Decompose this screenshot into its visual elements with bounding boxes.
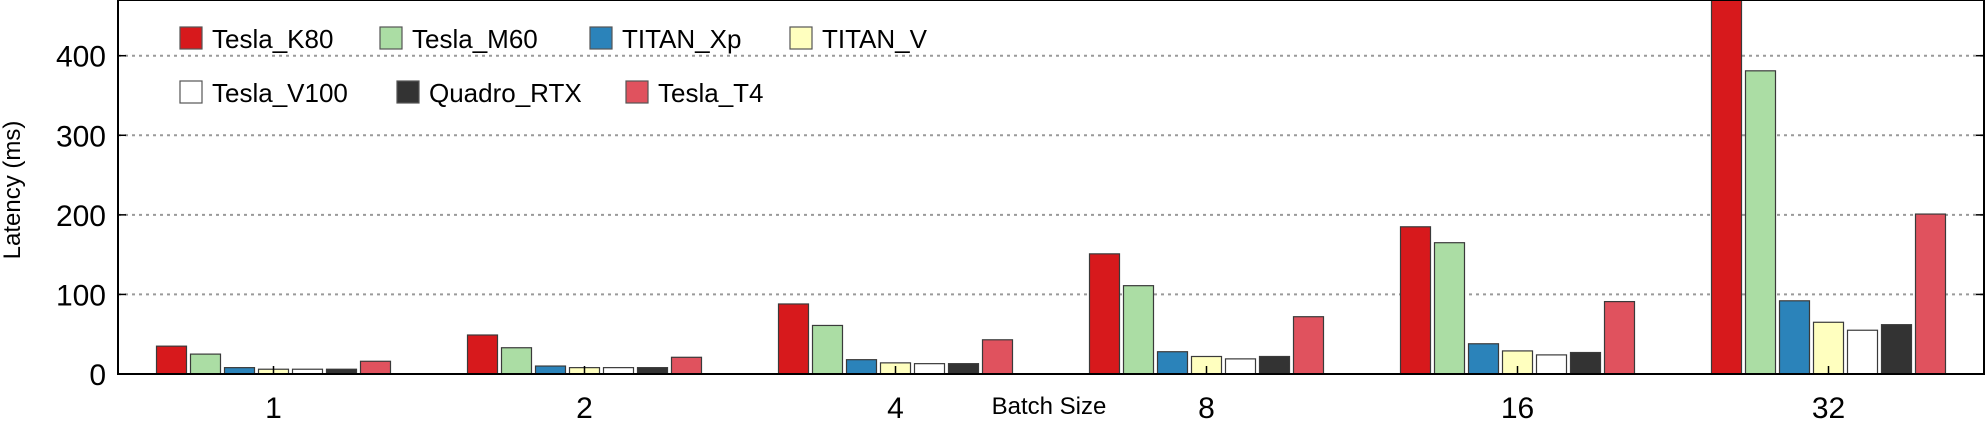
- bar-Tesla_V100-32: [1846, 329, 1879, 375]
- bar-Tesla_V100-8: [1224, 358, 1257, 375]
- bar-TITAN_V-32: [1812, 321, 1845, 375]
- x-axis-title: Batch Size: [992, 393, 1107, 420]
- bar-Quadro_RTX-4: [947, 363, 980, 375]
- y-tick-label: 100: [56, 279, 106, 312]
- y-tick-label: 200: [56, 200, 106, 233]
- legend-label-TITAN_Xp: TITAN_Xp: [622, 24, 741, 54]
- bar-Tesla_M60-32: [1744, 70, 1777, 375]
- legend-swatch-Tesla_V100: [179, 80, 203, 104]
- legend-label-TITAN_V: TITAN_V: [822, 24, 928, 54]
- bar-Tesla_K80-8: [1088, 253, 1121, 375]
- bar-Quadro_RTX-32: [1880, 324, 1913, 375]
- bar-Tesla_M60-8: [1122, 285, 1155, 375]
- x-tick-label: 32: [1812, 392, 1845, 423]
- bar-Tesla_M60-1: [189, 353, 222, 375]
- y-axis-title: Latency (ms): [0, 121, 26, 260]
- bars: [155, 0, 1947, 375]
- bar-Tesla_K80-16: [1399, 226, 1432, 375]
- bar-Tesla_K80-4: [777, 303, 810, 375]
- bar-Quadro_RTX-8: [1258, 355, 1291, 375]
- bar-Tesla_K80-1: [155, 345, 188, 375]
- legend-swatch-Quadro_RTX: [396, 80, 420, 104]
- legend-label-Tesla_T4: Tesla_T4: [658, 78, 764, 108]
- bar-Tesla_K80-2: [466, 334, 499, 375]
- legend-label-Tesla_K80: Tesla_K80: [212, 24, 333, 54]
- bar-Tesla_M60-16: [1433, 242, 1466, 375]
- bar-Tesla_T4-4: [981, 339, 1014, 375]
- bar-Quadro_RTX-16: [1569, 351, 1602, 375]
- bar-TITAN_Xp-8: [1156, 351, 1189, 375]
- legend: Tesla_K80 Tesla_M60 TITAN_Xp TITAN_V Tesla_V…: [179, 24, 928, 108]
- x-tick-label: 8: [1198, 392, 1215, 423]
- legend-swatch-TITAN_V: [789, 26, 813, 50]
- plot-frame: [117, 0, 1985, 375]
- bar-Tesla_T4-16: [1603, 300, 1636, 375]
- legend-label-Quadro_RTX: Quadro_RTX: [429, 78, 582, 108]
- bar-Tesla_T4-2: [670, 356, 703, 375]
- bar-TITAN_Xp-4: [845, 359, 878, 375]
- legend-label-Tesla_M60: Tesla_M60: [412, 24, 538, 54]
- x-tick-label: 2: [576, 392, 593, 423]
- y-tick-label: 400: [56, 41, 106, 74]
- x-tick-label: 16: [1501, 392, 1534, 423]
- y-tick-label: 300: [56, 120, 106, 153]
- legend-label-Tesla_V100: Tesla_V100: [212, 78, 348, 108]
- gridlines: [118, 54, 1984, 296]
- ticks: 0 100 200 300 400 1 2 4 8 16 32: [56, 41, 1984, 425]
- legend-swatch-Tesla_T4: [625, 80, 649, 104]
- legend-swatch-Tesla_K80: [179, 26, 203, 50]
- bar-Tesla_M60-2: [500, 347, 533, 375]
- legend-swatch-Tesla_M60: [379, 26, 403, 50]
- legend-swatch-TITAN_Xp: [589, 26, 613, 50]
- y-tick-label: 0: [89, 359, 106, 392]
- bar-Tesla_K80-32: [1710, 0, 1743, 375]
- x-tick-label: 1: [265, 392, 282, 423]
- bar-Tesla_V100-16: [1535, 354, 1568, 375]
- bar-Tesla_T4-8: [1292, 316, 1325, 375]
- bar-TITAN_Xp-16: [1467, 343, 1500, 375]
- bar-TITAN_Xp-2: [534, 365, 567, 375]
- bar-TITAN_Xp-32: [1778, 300, 1811, 375]
- bar-Tesla_T4-32: [1914, 213, 1947, 375]
- bar-Tesla_M60-4: [811, 324, 844, 375]
- bar-Tesla_T4-1: [359, 360, 392, 375]
- bar-Tesla_V100-4: [913, 363, 946, 375]
- x-tick-label: 4: [887, 392, 904, 423]
